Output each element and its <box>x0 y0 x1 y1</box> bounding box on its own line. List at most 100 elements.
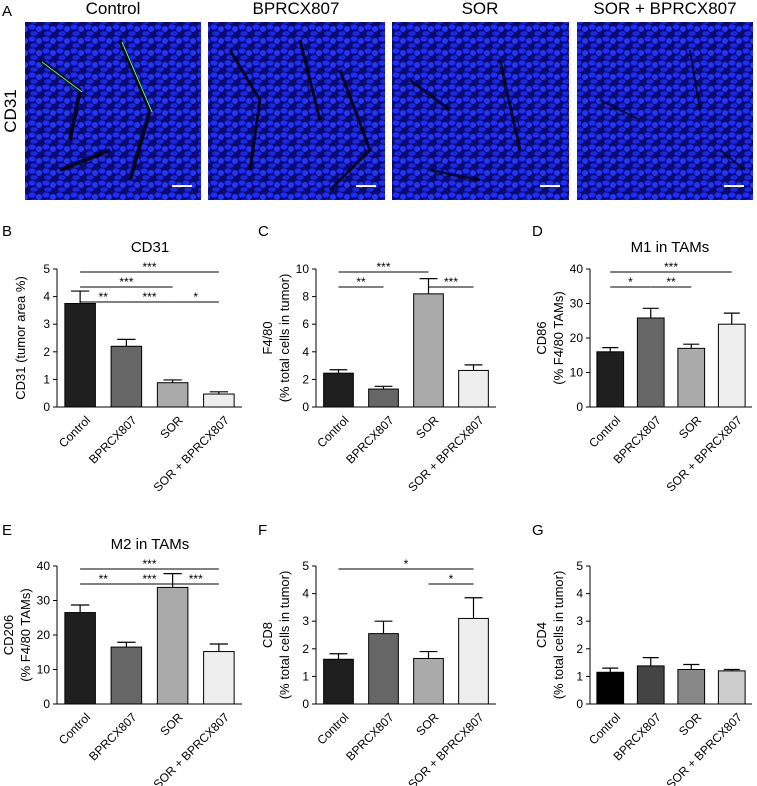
significance-label: *** <box>444 275 458 289</box>
bar <box>636 665 665 705</box>
bar <box>636 317 665 408</box>
y-tick-label: 10 <box>37 663 51 677</box>
y-axis-label: CD31 (tumor area %) <box>13 276 28 400</box>
x-tick-label: SOR <box>157 710 186 739</box>
bar <box>413 293 444 408</box>
micrograph <box>208 22 385 200</box>
y-tick-label: 6 <box>302 317 309 331</box>
y-axis-label: CD8 <box>260 622 275 648</box>
panel-letter: B <box>2 223 12 240</box>
bar <box>110 646 143 705</box>
column-title: SOR + BPRCX807 <box>593 0 736 18</box>
column-title: BPRCX807 <box>253 0 340 18</box>
bar <box>368 388 399 408</box>
y-axis-label: (% F4/80 TAMs) <box>551 291 566 384</box>
y-tick-label: 3 <box>43 317 50 331</box>
panel-letter: C <box>258 223 269 240</box>
row-label: CD31 <box>1 89 20 132</box>
x-tick-label: Control <box>314 413 351 450</box>
bar <box>323 372 354 408</box>
x-tick-label: Control <box>314 710 351 747</box>
chart-title: CD31 <box>131 239 169 256</box>
bar <box>596 351 625 408</box>
y-axis-label: (% total cells in tumor) <box>277 274 292 403</box>
bar <box>203 393 235 408</box>
y-axis-label: F4/80 <box>260 321 275 354</box>
y-tick-label: 5 <box>43 262 50 276</box>
significance-label: *** <box>142 572 156 586</box>
bar <box>203 651 235 705</box>
y-tick-label: 5 <box>302 559 309 573</box>
y-tick-label: 30 <box>570 297 584 311</box>
bar <box>368 633 399 705</box>
vessel-stain <box>41 41 153 113</box>
panel-letter: A <box>2 3 12 20</box>
x-tick-label: SOR <box>413 413 442 442</box>
x-tick-label: SOR + BPRCX807 <box>405 413 487 495</box>
y-tick-label: 8 <box>302 290 309 304</box>
panel-letter: G <box>532 522 544 539</box>
image-row <box>25 22 753 200</box>
y-axis-label: CD86 <box>534 321 549 354</box>
x-tick-label: Control <box>586 710 623 747</box>
y-tick-label: 0 <box>43 697 50 711</box>
column-title: Control <box>86 0 141 18</box>
bar <box>156 382 189 408</box>
x-tick-label: SOR + BPRCX807 <box>663 413 745 495</box>
y-tick-label: 2 <box>302 642 309 656</box>
y-tick-label: 10 <box>570 366 584 380</box>
significance-label: * <box>449 572 454 586</box>
significance-label: * <box>404 557 409 571</box>
bar <box>64 612 96 705</box>
significance-label: ** <box>666 275 676 289</box>
bar <box>64 303 96 408</box>
panel-letter: E <box>2 522 12 539</box>
y-tick-label: 4 <box>43 290 50 304</box>
bar <box>717 670 746 705</box>
y-tick-label: 3 <box>302 614 309 628</box>
x-tick-label: BPRCX807 <box>86 413 140 467</box>
x-tick-label: BPRCX807 <box>343 710 397 764</box>
chart-title: M2 in TAMs <box>111 536 190 553</box>
y-tick-label: 0 <box>576 697 583 711</box>
x-tick-label: SOR <box>676 710 705 739</box>
bar <box>110 345 143 408</box>
bar <box>323 658 354 705</box>
y-tick-label: 1 <box>576 669 583 683</box>
y-tick-label: 20 <box>37 628 51 642</box>
y-tick-label: 2 <box>43 345 50 359</box>
significance-label: * <box>628 275 633 289</box>
micrograph <box>25 22 201 200</box>
micrograph <box>577 22 753 200</box>
y-tick-label: 40 <box>37 559 51 573</box>
bar <box>413 657 444 705</box>
y-axis-label: (% F4/80 TAMs) <box>18 588 33 681</box>
y-tick-label: 0 <box>576 400 583 414</box>
bar <box>458 369 489 408</box>
panel-letter: F <box>258 522 267 539</box>
vessel <box>599 49 746 171</box>
y-tick-label: 2 <box>302 372 309 386</box>
x-tick-label: SOR <box>676 413 705 442</box>
chart-title: M1 in TAMs <box>631 239 710 256</box>
y-tick-label: 20 <box>570 331 584 345</box>
significance-label: *** <box>376 260 390 274</box>
column-title: SOR <box>462 0 499 18</box>
significance-label: *** <box>189 572 203 586</box>
significance-label: *** <box>119 275 133 289</box>
significance-label: *** <box>142 260 156 274</box>
x-tick-label: SOR + BPRCX807 <box>405 710 487 786</box>
significance-label: * <box>193 290 198 304</box>
bar <box>596 671 625 705</box>
y-tick-label: 0 <box>43 400 50 414</box>
y-tick-label: 4 <box>576 587 583 601</box>
micrograph <box>392 22 569 200</box>
x-tick-label: BPRCX807 <box>343 413 397 467</box>
x-tick-label: Control <box>56 710 93 747</box>
significance-label: *** <box>142 557 156 571</box>
bar <box>458 617 489 705</box>
bar <box>156 586 189 705</box>
significance-label: *** <box>664 260 678 274</box>
x-tick-label: SOR <box>157 413 186 442</box>
